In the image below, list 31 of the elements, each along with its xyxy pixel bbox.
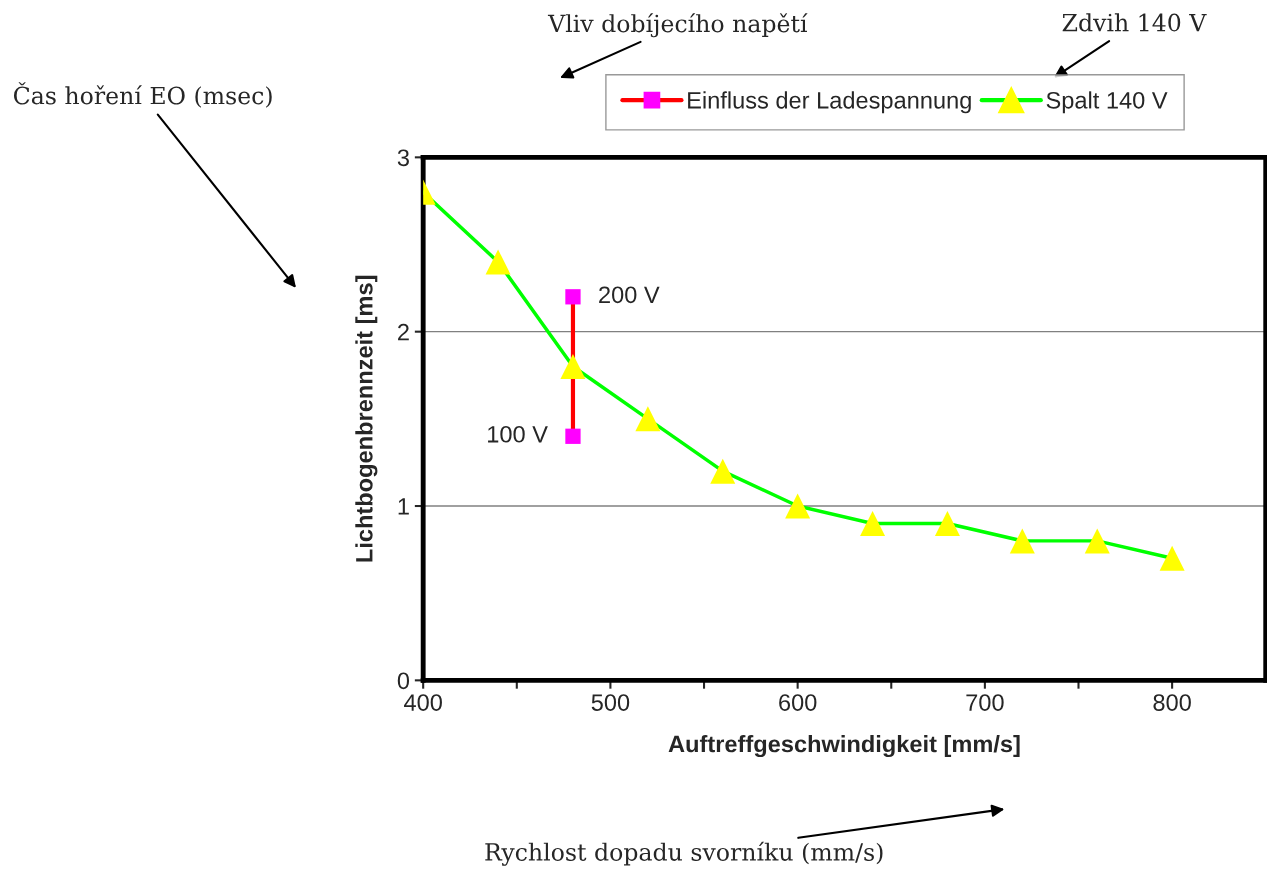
y-tick-label: 3 (397, 149, 409, 167)
point (560, 354, 586, 380)
legend-label: Einfluss der Ladespannung (688, 91, 971, 114)
point (1009, 528, 1035, 554)
point (1084, 528, 1110, 554)
point (565, 289, 581, 305)
point (485, 249, 511, 275)
text: Vliv dobíjecího napětí (547, 13, 808, 38)
x-tick-label: 400 (404, 694, 442, 711)
x-axis-title: Auftreffgeschwindigkeit [mm/s] (668, 734, 1020, 758)
y-axis-title: Lichtbogenbrennzeit [ms] (355, 275, 378, 562)
y-tick-label: 0 (397, 672, 410, 690)
annotation: 100 V (488, 425, 548, 443)
point (860, 510, 886, 536)
annotation: 200 V (599, 286, 660, 304)
x-tick-label: 700 (966, 694, 1004, 711)
point (1159, 545, 1185, 571)
point (785, 493, 811, 519)
x-tick-label: 500 (591, 694, 630, 711)
y-tick-label: 1 (398, 498, 409, 515)
point (635, 406, 661, 432)
x-tick-label: 600 (779, 694, 817, 711)
text: Rychlost dopadu svorníku (mm/s) (485, 841, 883, 866)
x-tick-label: 800 (1153, 694, 1191, 711)
text: Čas hoření EO (msec) (13, 82, 272, 108)
text: Zdvih 140 V (1062, 13, 1207, 32)
point (934, 510, 960, 536)
y-tick-label: 2 (398, 323, 409, 341)
legend-label: Spalt 140 V (1046, 91, 1168, 114)
point (710, 458, 736, 484)
point (565, 428, 581, 444)
